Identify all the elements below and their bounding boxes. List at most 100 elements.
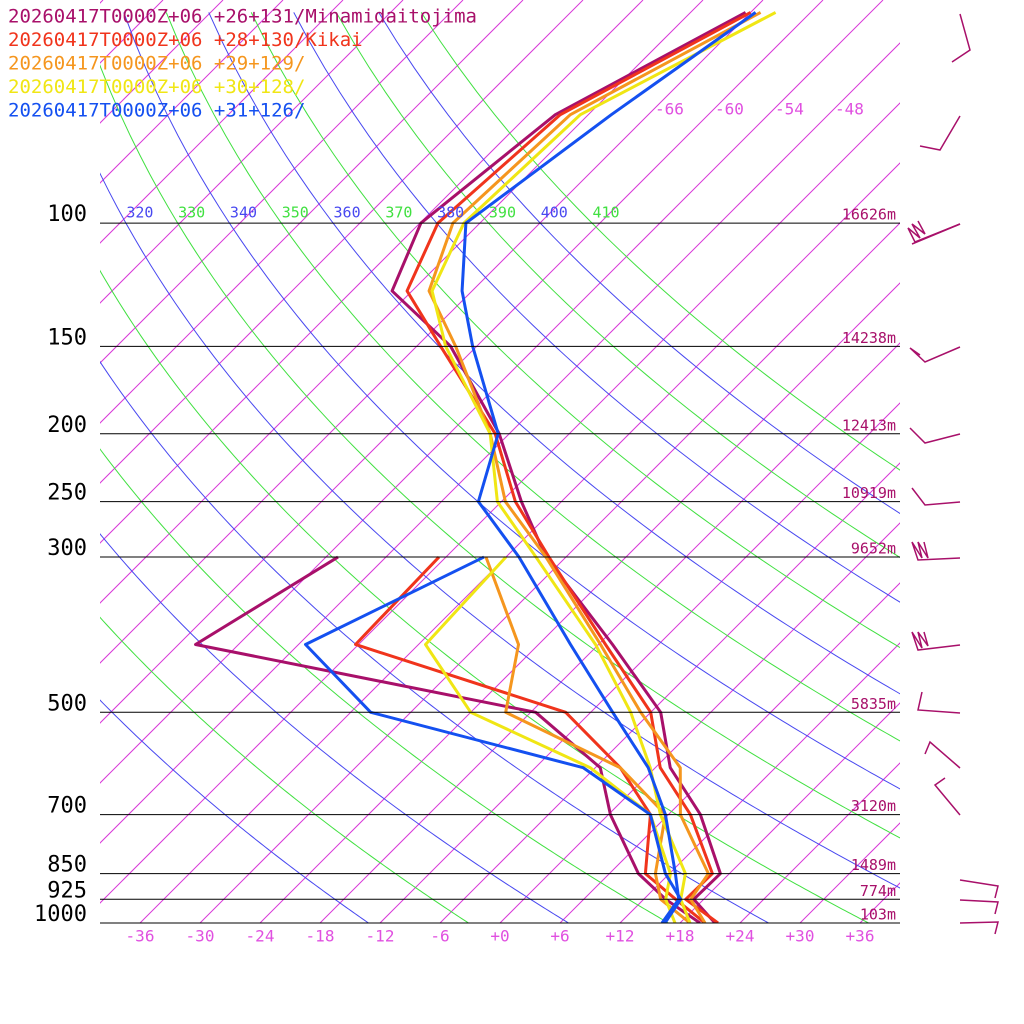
legend-entry: 20260417T0000Z+06 +29+129/: [8, 53, 305, 75]
isotherm-label: -66: [655, 100, 684, 119]
theta-label: 410: [593, 204, 620, 222]
wind-barb: [911, 487, 961, 506]
x-tick-label: +12: [606, 927, 635, 946]
profiles: [194, 11, 777, 923]
wind-barb: [959, 879, 999, 899]
wind-barb: [907, 220, 961, 243]
isotherm: [319, 342, 900, 923]
isotherm-label: -54: [775, 100, 804, 119]
wind-barb: [959, 899, 999, 915]
isotherm: [100, 42, 900, 844]
wind-barb: [909, 427, 961, 444]
height-label: 14238m: [842, 329, 896, 347]
labels: -36 -30 -24 -18 -12 -6 +0 +6 +12 +18 +24 +30 +36 -66 -…: [8, 6, 900, 946]
wind-barb: [917, 691, 961, 714]
wind-barbs: [907, 13, 999, 935]
wind-barb: [909, 346, 961, 363]
isotherm: [100, 102, 900, 904]
isotherm: [799, 822, 900, 923]
isotherm: [739, 762, 900, 923]
adiabat: [378, 12, 900, 515]
dewpoint-line: [424, 556, 677, 923]
dewpoint-line: [354, 556, 706, 923]
isotherm: [499, 522, 900, 923]
theta-label: 390: [489, 204, 516, 222]
wind-barb: [951, 13, 971, 63]
theta-label: 350: [282, 204, 309, 222]
isotherm: [100, 0, 344, 244]
wind-barb: [924, 740, 961, 769]
isotherm: [100, 0, 524, 424]
x-tick-label: +18: [666, 927, 695, 946]
adiabat: [100, 269, 869, 923]
isotherm-label: -60: [715, 100, 744, 119]
adiabat: [293, 12, 900, 603]
x-tick-label: +36: [846, 927, 875, 946]
adiabat: [420, 12, 900, 471]
isotherm: [100, 0, 284, 184]
adiabat: [100, 172, 900, 889]
theta-label: 320: [126, 204, 153, 222]
adiabat: [100, 533, 569, 923]
isotherm: [100, 0, 104, 4]
x-tick-label: -30: [186, 927, 215, 946]
isotherm: [379, 402, 900, 923]
adiabat: [100, 699, 369, 923]
theta-label: 360: [334, 204, 361, 222]
adiabat: [335, 12, 900, 559]
x-tick-label: +30: [786, 927, 815, 946]
y-tick-label: 200: [47, 413, 87, 438]
x-tick-label: -6: [430, 927, 449, 946]
legend-entry: 20260417T0000Z+06 +28+130/Kikai: [8, 29, 363, 51]
isotherm: [100, 0, 164, 64]
y-tick-label: 700: [47, 794, 87, 819]
y-tick-label: 500: [47, 691, 87, 716]
height-label: 16626m: [842, 206, 896, 224]
y-tick-label: 300: [47, 536, 87, 561]
y-tick-label: 150: [47, 325, 87, 350]
height-label: 10919m: [842, 484, 896, 502]
adiabat: [123, 12, 900, 790]
legend-entry: 20260417T0000Z+06 +30+128/: [8, 76, 305, 98]
dewpoint-line: [484, 556, 691, 923]
adiabat: [100, 360, 769, 923]
isotherm: [619, 642, 900, 923]
y-tick-label: 250: [47, 481, 87, 506]
isotherm: [199, 222, 900, 923]
isotherm: [100, 0, 464, 364]
height-label: 774m: [860, 882, 896, 900]
height-label: 103m: [860, 906, 896, 924]
wind-barb: [959, 921, 999, 935]
isotherm: [139, 162, 900, 923]
adiabat: [165, 12, 900, 742]
x-tick-label: -24: [246, 927, 275, 946]
isotherm: [100, 0, 704, 604]
adiabat: [208, 12, 900, 695]
x-tick-label: -18: [306, 927, 335, 946]
isotherm: [100, 0, 584, 484]
isotherm: [679, 702, 900, 923]
y-tick-label: 925: [47, 878, 87, 903]
legend-entry: 20260417T0000Z+06 +31+126/: [8, 100, 305, 122]
isotherm: [559, 582, 900, 923]
dewpoint-line: [304, 555, 683, 923]
y-tick-label: 100: [47, 202, 87, 227]
x-tick-label: -36: [126, 927, 155, 946]
grid: [0, 0, 900, 923]
isotherm: [0, 0, 43, 923]
adiabat: [100, 616, 469, 923]
x-tick-label: +0: [490, 927, 509, 946]
height-label: 5835m: [851, 695, 896, 713]
x-tick-label: +24: [726, 927, 755, 946]
isotherm: [100, 0, 404, 304]
isotherm: [859, 882, 900, 923]
wind-barb: [933, 777, 961, 816]
wind-barb: [911, 541, 961, 561]
adiabat: [100, 64, 900, 839]
height-label: 1489m: [851, 856, 896, 874]
temperature-line: [405, 11, 752, 923]
legend-entry: 20260417T0000Z+06 +26+131/Minamidaitojim…: [8, 6, 477, 28]
y-tick-label: 1000: [34, 902, 87, 927]
